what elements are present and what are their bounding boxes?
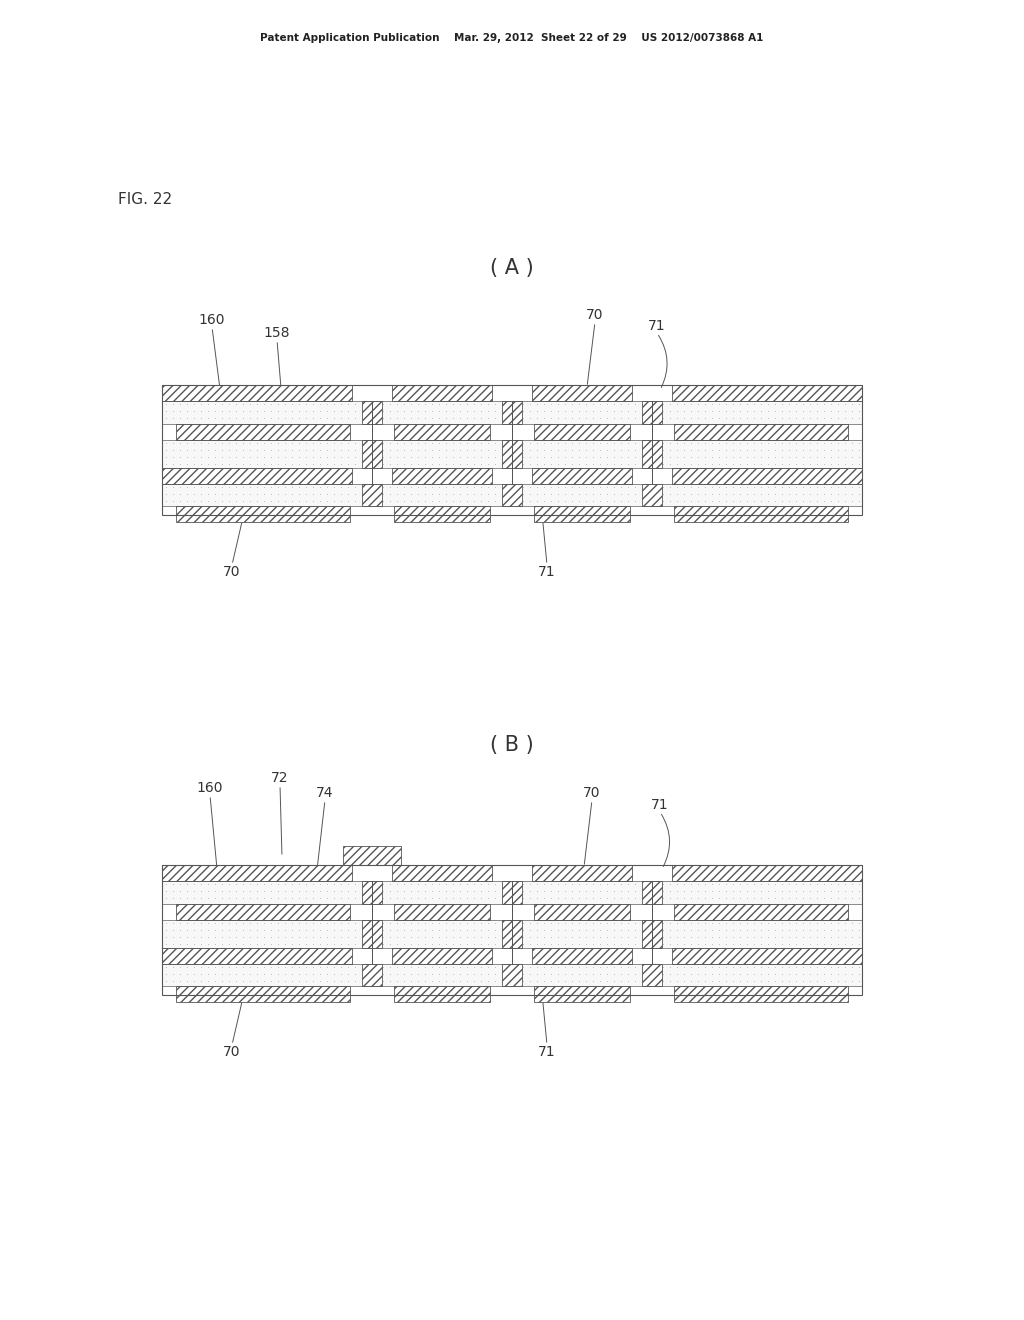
Text: 70: 70 [223, 565, 241, 579]
Text: 71: 71 [651, 799, 669, 812]
Bar [673, 469, 862, 484]
Bar [502, 440, 522, 469]
Bar [362, 880, 382, 904]
Bar [502, 964, 522, 986]
Bar [675, 424, 848, 440]
Bar [162, 920, 862, 948]
Bar [162, 964, 862, 986]
Bar [162, 385, 862, 515]
Bar [362, 400, 382, 424]
Text: 72: 72 [271, 771, 289, 785]
Bar [162, 865, 862, 995]
Text: ( A ): ( A ) [490, 257, 534, 279]
Bar [394, 904, 489, 920]
Bar [392, 385, 492, 400]
Bar [642, 440, 662, 469]
Bar [162, 484, 862, 506]
Bar [392, 865, 492, 880]
Text: 70: 70 [223, 1045, 241, 1059]
Bar [675, 986, 848, 1002]
Bar [675, 904, 848, 920]
Bar [642, 880, 662, 904]
Text: 160: 160 [199, 313, 225, 327]
Text: 71: 71 [539, 1045, 556, 1059]
Bar [535, 506, 630, 521]
Bar [502, 400, 522, 424]
Bar [532, 948, 632, 964]
Text: 74: 74 [316, 785, 334, 800]
Bar [502, 880, 522, 904]
Bar [532, 469, 632, 484]
Bar [392, 469, 492, 484]
Bar [392, 948, 492, 964]
Bar [162, 400, 862, 424]
Bar [532, 385, 632, 400]
Bar [362, 440, 382, 469]
Bar [162, 469, 351, 484]
Bar [502, 920, 522, 948]
Text: ( B ): ( B ) [490, 735, 534, 755]
Bar [394, 424, 489, 440]
Bar [176, 904, 349, 920]
Bar [362, 920, 382, 948]
Bar [176, 506, 349, 521]
Bar [394, 986, 489, 1002]
Bar [362, 964, 382, 986]
Text: 71: 71 [648, 319, 666, 333]
Bar [162, 948, 351, 964]
Bar [394, 506, 489, 521]
Bar [673, 948, 862, 964]
Bar [642, 964, 662, 986]
Bar [176, 424, 349, 440]
Text: FIG. 22: FIG. 22 [118, 193, 172, 207]
Bar [535, 424, 630, 440]
Bar [532, 865, 632, 880]
Text: 70: 70 [587, 308, 604, 322]
Bar [176, 986, 349, 1002]
Bar [673, 385, 862, 400]
Bar [162, 385, 351, 400]
Bar [675, 506, 848, 521]
Bar [343, 846, 401, 865]
Bar [642, 920, 662, 948]
Bar [642, 400, 662, 424]
Bar [673, 865, 862, 880]
Bar [642, 484, 662, 506]
Text: 160: 160 [197, 781, 223, 795]
Text: 70: 70 [584, 785, 601, 800]
Bar [502, 484, 522, 506]
Bar [162, 440, 862, 469]
Bar [162, 880, 862, 904]
Text: Patent Application Publication    Mar. 29, 2012  Sheet 22 of 29    US 2012/00738: Patent Application Publication Mar. 29, … [260, 33, 764, 44]
Bar [535, 986, 630, 1002]
Bar [535, 904, 630, 920]
Text: 158: 158 [264, 326, 290, 341]
Bar [162, 865, 351, 880]
Bar [362, 484, 382, 506]
Text: 71: 71 [539, 565, 556, 579]
